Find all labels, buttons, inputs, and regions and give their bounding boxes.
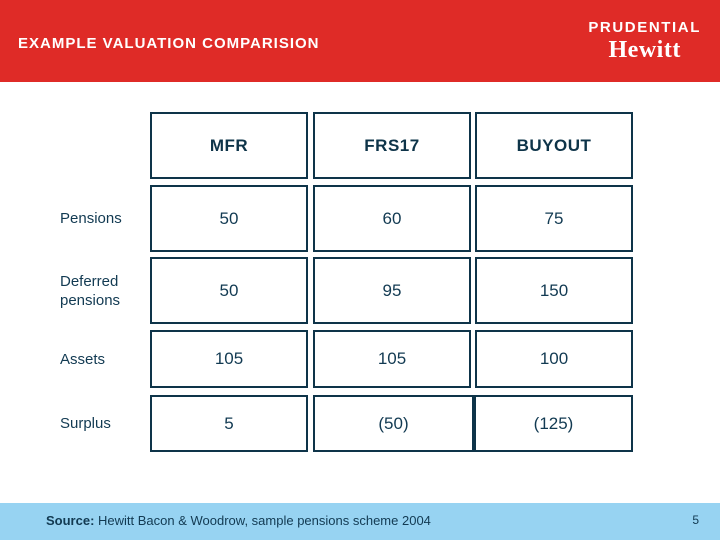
row-label-assets: Assets [60,350,106,368]
cell-deferred-buyout: 150 [475,257,633,324]
title-banner: EXAMPLE VALUATION COMPARISION PRUDENTIAL… [0,0,720,82]
source-line: Source: Hewitt Bacon & Woodrow, sample p… [46,513,431,528]
cell-pensions-frs17: 60 [313,185,471,252]
table-row-surplus: Surplus 5 (50) (125) [0,395,720,452]
page-number: 5 [692,513,699,527]
cell-assets-frs17: 105 [313,330,471,388]
cell-deferred-mfr: 50 [150,257,308,324]
column-header-mfr: MFR [150,112,308,179]
prudential-wordmark: PRUDENTIAL [588,19,701,36]
cell-surplus-frs17: (50) [313,395,474,452]
cell-deferred-frs17: 95 [313,257,471,324]
slide-title: EXAMPLE VALUATION COMPARISION [18,35,320,52]
cell-surplus-buyout: (125) [474,395,633,452]
table-row-deferred-pensions: Deferred pensions 50 95 150 [0,257,720,324]
column-header-buyout: BUYOUT [475,112,633,179]
table-row-pensions: Pensions 50 60 75 [0,185,720,252]
table-row-assets: Assets 105 105 100 [0,330,720,388]
footer-band: Source: Hewitt Bacon & Woodrow, sample p… [0,503,720,540]
source-label: Source: [46,513,95,528]
brand-block: PRUDENTIAL Hewitt [588,20,701,62]
cell-pensions-buyout: 75 [475,185,633,252]
hewitt-wordmark: Hewitt [608,37,681,63]
cell-assets-mfr: 105 [150,330,308,388]
cell-assets-buyout: 100 [475,330,633,388]
table-header-row: MFR FRS17 BUYOUT [0,112,720,179]
source-text: Hewitt Bacon & Woodrow, sample pensions … [94,513,431,528]
row-label-surplus: Surplus [60,415,111,432]
row-label-pensions: Pensions [60,210,122,227]
row-label-deferred-pensions: Deferred pensions [60,272,121,309]
cell-surplus-mfr: 5 [150,395,308,452]
cell-pensions-mfr: 50 [150,185,308,252]
column-header-frs17: FRS17 [313,112,471,179]
